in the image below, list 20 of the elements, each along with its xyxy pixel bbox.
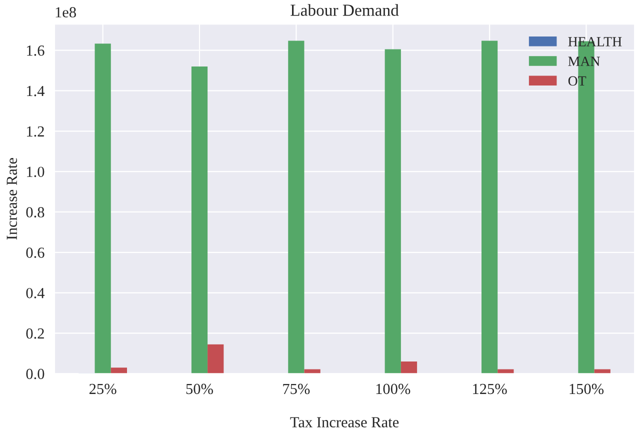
x-axis-title: Tax Increase Rate [290, 417, 399, 428]
y-tick-label: 0.6 [26, 248, 44, 258]
y-axis-title: Increase Rate [6, 158, 18, 240]
x-tick-label: 50% [186, 384, 213, 394]
y-tick-label: 0.8 [26, 207, 44, 218]
y-tick-label: 1.2 [27, 126, 44, 137]
y-tick-label: 1.6 [27, 45, 44, 56]
x-tick-label: 150% [570, 384, 604, 394]
y-tick-label: 0.4 [26, 288, 45, 298]
y-tick-label: 1.4 [27, 86, 45, 96]
x-tick-label: 100% [376, 384, 410, 394]
text: 1e8 [56, 7, 76, 18]
y-tick-label: 0.0 [26, 368, 44, 380]
y-tick-label: 1.0 [27, 166, 44, 178]
x-tick-label: 25% [89, 384, 116, 394]
legend-label: HEALTH [568, 37, 622, 46]
y-tick-label: 0.2 [26, 328, 44, 339]
chart-title: Labour Demand [290, 4, 399, 16]
x-tick-label: 125% [473, 384, 507, 394]
x-tick-label: 75% [283, 384, 310, 394]
